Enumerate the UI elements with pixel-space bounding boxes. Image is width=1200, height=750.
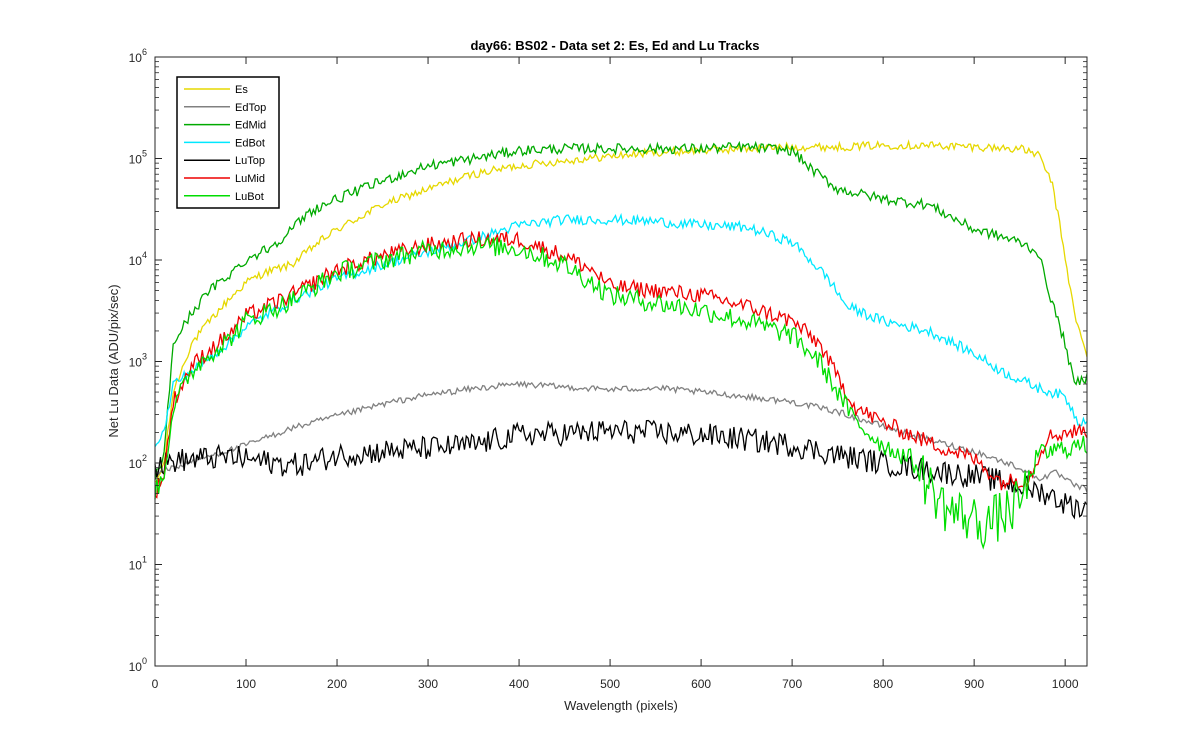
y-tick-label: 106 xyxy=(129,47,147,65)
x-tick-label: 1000 xyxy=(1052,677,1079,691)
series-layer xyxy=(154,139,1088,550)
x-tick-label: 100 xyxy=(236,677,256,691)
x-tick-label: 300 xyxy=(418,677,438,691)
y-tick-label: 105 xyxy=(129,149,147,167)
plot-area xyxy=(155,57,1087,666)
x-tick-label: 200 xyxy=(327,677,347,691)
series-line-lubot xyxy=(154,236,1088,550)
x-tick-label: 900 xyxy=(964,677,984,691)
y-tick-label: 102 xyxy=(129,453,147,471)
series-line-edmid xyxy=(154,140,1088,481)
x-axis: 0 100 200 300 400 500 600 700 800 900 1000 xyxy=(152,57,1079,691)
series-line-lumid xyxy=(154,230,1088,499)
y-tick-label: 101 xyxy=(129,555,147,573)
x-tick-label: 600 xyxy=(691,677,711,691)
x-tick-label: 500 xyxy=(600,677,620,691)
x-tick-label: 800 xyxy=(873,677,893,691)
series-line-edbot xyxy=(154,212,1088,447)
x-tick-label: 700 xyxy=(782,677,802,691)
y-axis: 100 101 102 103 104 105 106 xyxy=(129,47,1087,674)
x-axis-label: Wavelength (pixels) xyxy=(564,698,678,713)
y-tick-label: 103 xyxy=(129,352,147,370)
x-tick-label: 400 xyxy=(509,677,529,691)
y-axis-label: Net Lu Data (ADU/pix/sec) xyxy=(106,284,121,437)
legend-label-lutop: LuTop xyxy=(235,155,265,167)
legend-label-es: Es xyxy=(235,84,248,96)
chart-title: day66: BS02 - Data set 2: Es, Ed and Lu … xyxy=(470,38,759,53)
legend-label-edmid: EdMid xyxy=(235,120,266,132)
y-tick-label: 104 xyxy=(129,250,147,268)
legend-label-edtop: EdTop xyxy=(235,102,266,114)
legend-label-edbot: EdBot xyxy=(235,137,265,149)
series-line-es xyxy=(154,139,1088,483)
legend: Es EdTop EdMid EdBot LuTop LuMid LuBot xyxy=(176,76,280,209)
legend-label-lubot: LuBot xyxy=(235,191,264,203)
x-tick-label: 0 xyxy=(152,677,159,691)
legend-label-lumid: LuMid xyxy=(235,173,265,185)
y-tick-label: 100 xyxy=(129,656,147,674)
